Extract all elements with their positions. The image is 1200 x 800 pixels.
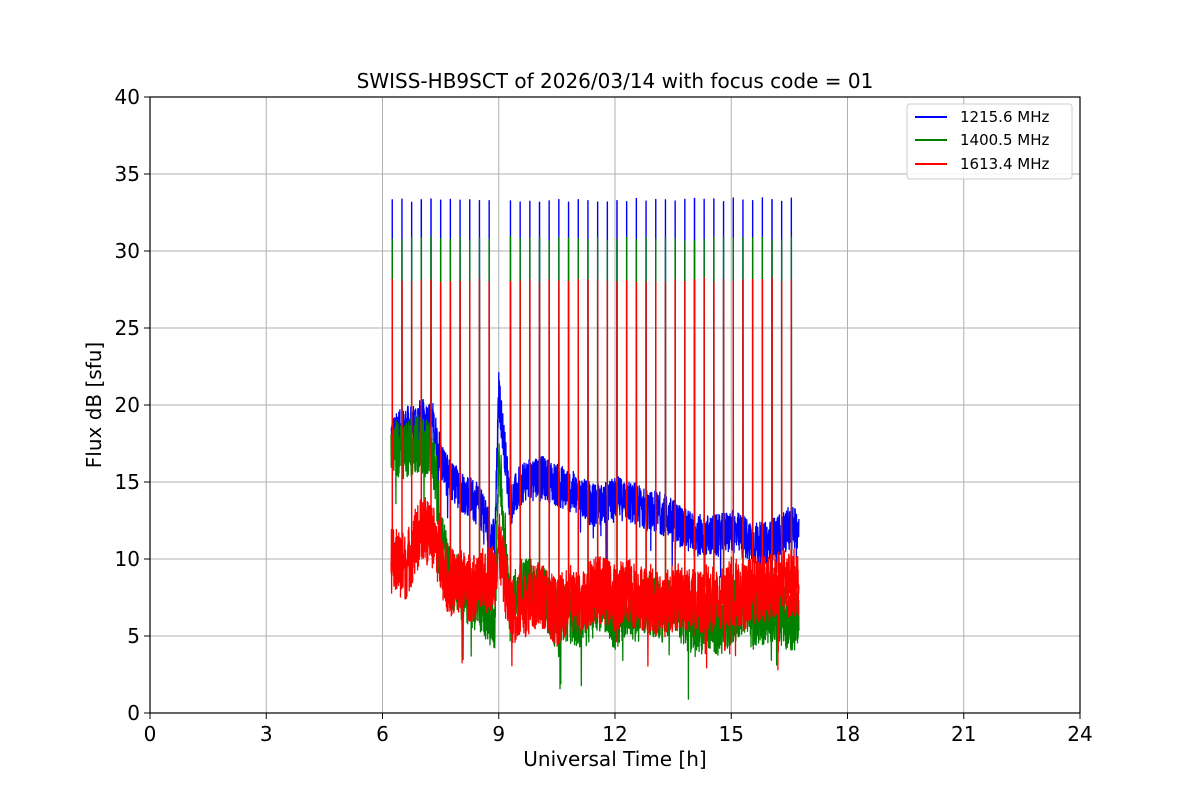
x-tick-label: 12 <box>602 722 627 746</box>
x-tick-label: 0 <box>144 722 157 746</box>
series-layer <box>390 197 800 700</box>
x-tick-label: 24 <box>1067 722 1092 746</box>
y-tick-label: 35 <box>115 162 140 186</box>
legend-label-1215: 1215.6 MHz <box>960 108 1049 126</box>
y-axis-ticks: 0 5 10 15 20 25 30 35 40 <box>115 85 150 725</box>
x-axis-ticks: 0 3 6 9 12 15 18 21 24 <box>144 713 1093 746</box>
legend: 1215.6 MHz 1400.5 MHz 1613.4 MHz <box>906 103 1073 180</box>
y-tick-label: 40 <box>115 85 140 109</box>
y-tick-label: 5 <box>127 624 140 648</box>
chart-title: SWISS-HB9SCT of 2026/03/14 with focus co… <box>357 69 874 93</box>
legend-label-1400: 1400.5 MHz <box>960 131 1049 149</box>
legend-label-1613: 1613.4 MHz <box>960 155 1049 173</box>
y-tick-label: 30 <box>115 239 140 263</box>
x-tick-label: 9 <box>492 722 505 746</box>
y-axis-label: Flux dB [sfu] <box>82 342 106 468</box>
x-tick-label: 6 <box>376 722 389 746</box>
y-tick-label: 10 <box>115 547 140 571</box>
x-tick-label: 3 <box>260 722 273 746</box>
series-line-1613 <box>390 277 800 671</box>
y-tick-label: 0 <box>127 701 140 725</box>
y-tick-label: 25 <box>115 316 140 340</box>
x-tick-label: 18 <box>835 722 860 746</box>
x-tick-label: 15 <box>719 722 744 746</box>
y-tick-label: 20 <box>115 393 140 417</box>
legend-box <box>906 103 1073 180</box>
series-line-1215 <box>390 197 800 603</box>
x-tick-label: 21 <box>951 722 976 746</box>
x-axis-label: Universal Time [h] <box>523 747 706 771</box>
y-tick-label: 15 <box>115 470 140 494</box>
